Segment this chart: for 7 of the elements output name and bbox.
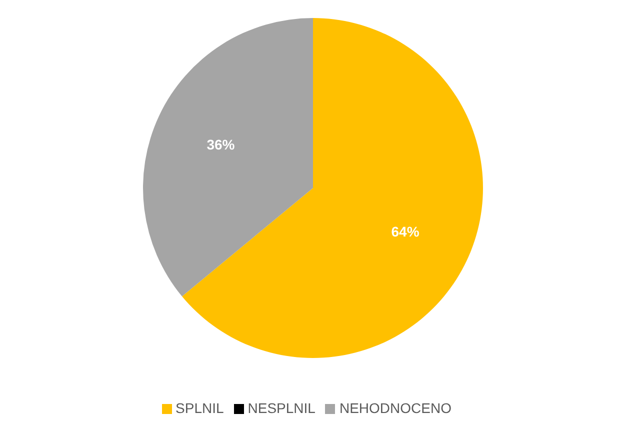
pie-slice (143, 18, 313, 296)
legend-label: SPLNIL (176, 400, 224, 416)
legend-label: NESPLNIL (248, 400, 316, 416)
data-label: 64% (391, 223, 420, 240)
legend-label: NEHODNOCENO (339, 400, 452, 416)
pie-slice (182, 18, 483, 358)
data-label: 36% (206, 136, 236, 153)
